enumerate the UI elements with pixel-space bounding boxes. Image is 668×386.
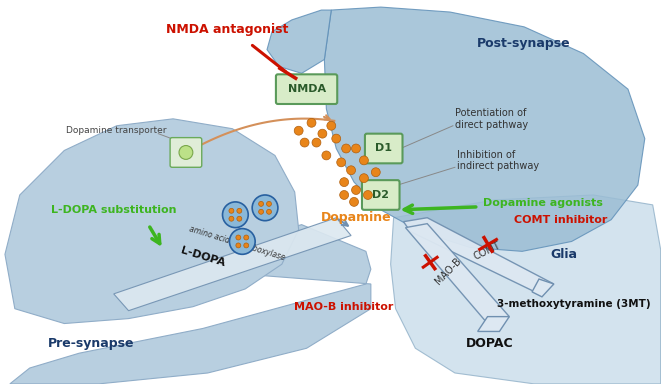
Polygon shape — [403, 218, 554, 294]
Polygon shape — [532, 279, 554, 297]
Ellipse shape — [179, 146, 193, 159]
Ellipse shape — [359, 156, 368, 165]
Ellipse shape — [349, 198, 359, 207]
Text: NMDA: NMDA — [287, 84, 325, 94]
Ellipse shape — [244, 243, 248, 248]
FancyBboxPatch shape — [365, 134, 403, 163]
Ellipse shape — [351, 186, 361, 195]
Text: L-DOPA substitution: L-DOPA substitution — [51, 205, 176, 215]
Ellipse shape — [351, 144, 361, 153]
Polygon shape — [325, 7, 645, 251]
Text: D1: D1 — [375, 144, 392, 154]
Text: MAO-B inhibitor: MAO-B inhibitor — [295, 302, 394, 312]
Text: L-DOPA: L-DOPA — [179, 246, 226, 269]
Ellipse shape — [318, 129, 327, 138]
Text: Dopamine transporter: Dopamine transporter — [66, 126, 167, 135]
Ellipse shape — [312, 138, 321, 147]
Text: DOPAC: DOPAC — [466, 337, 513, 350]
Ellipse shape — [327, 121, 336, 130]
Ellipse shape — [259, 209, 264, 214]
Text: amino acid decarboxylase: amino acid decarboxylase — [188, 225, 287, 262]
Ellipse shape — [259, 201, 264, 207]
Ellipse shape — [294, 126, 303, 135]
Ellipse shape — [253, 195, 278, 221]
Ellipse shape — [300, 138, 309, 147]
Ellipse shape — [340, 178, 349, 186]
Ellipse shape — [267, 209, 271, 214]
Text: D2: D2 — [372, 190, 389, 200]
FancyBboxPatch shape — [276, 74, 337, 104]
Ellipse shape — [237, 208, 242, 213]
Ellipse shape — [322, 151, 331, 160]
Text: Inhibition of
indirect pathway: Inhibition of indirect pathway — [457, 149, 539, 171]
Text: Pre-synapse: Pre-synapse — [47, 337, 134, 350]
FancyBboxPatch shape — [170, 138, 202, 167]
Ellipse shape — [229, 208, 234, 213]
Ellipse shape — [340, 191, 349, 200]
Ellipse shape — [371, 168, 380, 177]
Ellipse shape — [222, 202, 248, 228]
Ellipse shape — [337, 158, 345, 167]
Polygon shape — [10, 225, 371, 384]
Ellipse shape — [229, 229, 255, 254]
FancyBboxPatch shape — [362, 180, 399, 210]
Ellipse shape — [244, 235, 248, 240]
Polygon shape — [405, 223, 509, 323]
Polygon shape — [391, 195, 661, 384]
Ellipse shape — [267, 201, 271, 207]
Text: 3-methoxytyramine (3MT): 3-methoxytyramine (3MT) — [497, 299, 651, 309]
Ellipse shape — [341, 144, 351, 153]
Text: COMT inhibitor: COMT inhibitor — [514, 215, 608, 225]
Polygon shape — [478, 317, 509, 332]
Ellipse shape — [332, 134, 341, 143]
Ellipse shape — [359, 174, 368, 183]
Text: Glia: Glia — [550, 248, 577, 261]
Polygon shape — [267, 10, 331, 73]
Ellipse shape — [236, 235, 240, 240]
Text: Post-synapse: Post-synapse — [478, 37, 571, 50]
Text: NMDA antagonist: NMDA antagonist — [166, 23, 289, 36]
Ellipse shape — [347, 166, 355, 175]
Text: MAO-B: MAO-B — [433, 256, 463, 286]
Text: Dopamine: Dopamine — [321, 211, 391, 224]
Polygon shape — [5, 119, 299, 323]
Ellipse shape — [363, 191, 372, 200]
Ellipse shape — [229, 216, 234, 221]
Text: Potentiation of
direct pathway: Potentiation of direct pathway — [455, 108, 528, 130]
Text: COMT: COMT — [472, 240, 502, 262]
Ellipse shape — [237, 216, 242, 221]
Ellipse shape — [307, 119, 316, 127]
Text: Dopamine agonists: Dopamine agonists — [482, 198, 603, 208]
Ellipse shape — [236, 243, 240, 248]
Polygon shape — [114, 218, 351, 311]
